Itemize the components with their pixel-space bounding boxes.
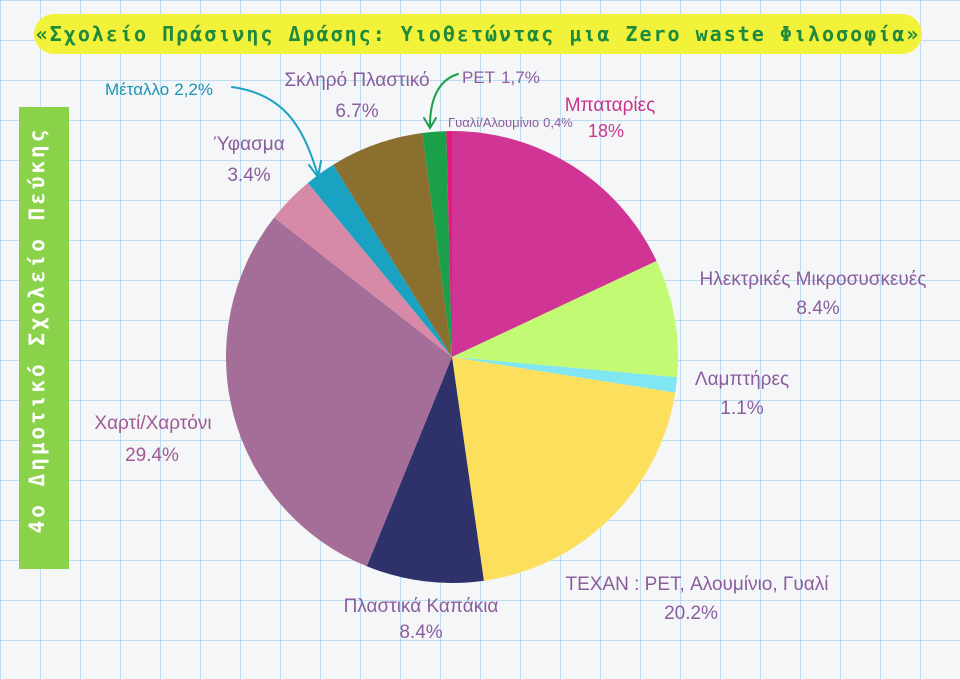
label-caps-value: 8.4% xyxy=(399,622,442,643)
label-appliances-name: Ηλεκτρικές Μικροσυσκευές xyxy=(700,269,927,290)
label-pet: PET 1,7% xyxy=(462,68,540,87)
arrow-pet xyxy=(429,73,459,127)
label-paper-name: Χαρτί/Χαρτόνι xyxy=(94,413,211,434)
label-metal-value: 2,2% xyxy=(174,80,213,99)
label-pet-value: 1,7% xyxy=(501,68,540,87)
pie-slice-3 xyxy=(452,357,676,581)
pie-slice-7 xyxy=(307,164,452,357)
pie-slice-5 xyxy=(225,217,452,567)
school-name-bar xyxy=(19,107,69,569)
label-arrows xyxy=(231,73,459,180)
pie-slice-0 xyxy=(452,131,657,357)
slice-labels: Μπαταρίες 18% Ηλεκτρικές Μικροσυσκευές 8… xyxy=(94,68,926,643)
label-glass-value: 0,4% xyxy=(543,115,573,130)
label-hardplastic-name: Σκληρό Πλαστικό xyxy=(284,70,429,91)
pie-slice-2 xyxy=(452,357,678,393)
pie-slice-1 xyxy=(452,261,678,378)
label-texan-value: 20.2% xyxy=(664,603,718,624)
label-texan-name: ΤΕΧΑΝ : PET, Αλουμίνιο, Γυαλί xyxy=(565,574,829,595)
label-fabric-value: 3.4% xyxy=(227,165,270,186)
arrow-metal xyxy=(231,86,319,176)
label-batteries-name: Μπαταρίες xyxy=(565,95,656,116)
label-pet-name: PET xyxy=(462,68,495,87)
label-glass: Γυαλί/Αλουμίνιο 0,4% xyxy=(448,115,573,130)
label-paper-value: 29.4% xyxy=(125,445,179,466)
arrow-pet-head xyxy=(423,117,437,130)
label-appliances-value: 8.4% xyxy=(796,298,839,319)
label-fabric-name: Ύφασμα xyxy=(213,134,285,155)
page-title: «Σχολείο Πράσινης Δράσης: Υιοθετώντας μι… xyxy=(35,22,921,46)
label-hardplastic-value: 6.7% xyxy=(335,101,378,122)
pie-slice-9 xyxy=(422,131,452,357)
pie-slices xyxy=(225,131,678,583)
arrow-metal-head xyxy=(308,160,322,180)
pie-slice-4 xyxy=(366,357,484,583)
label-batteries-value: 18% xyxy=(588,121,624,141)
label-glass-name: Γυαλί/Αλουμίνιο xyxy=(448,115,539,130)
pie-slice-6 xyxy=(274,182,452,357)
label-lamps-value: 1.1% xyxy=(720,398,763,419)
label-lamps-name: Λαμπτήρες xyxy=(695,369,789,390)
title-banner: «Σχολείο Πράσινης Δράσης: Υιοθετώντας μι… xyxy=(34,14,922,54)
pie-slice-8 xyxy=(333,132,452,357)
label-caps-name: Πλαστικά Καπάκια xyxy=(344,596,499,617)
label-metal: Μέταλλο 2,2% xyxy=(105,80,213,99)
pie-slice-10 xyxy=(446,131,452,357)
label-metal-name: Μέταλλο xyxy=(105,80,169,99)
